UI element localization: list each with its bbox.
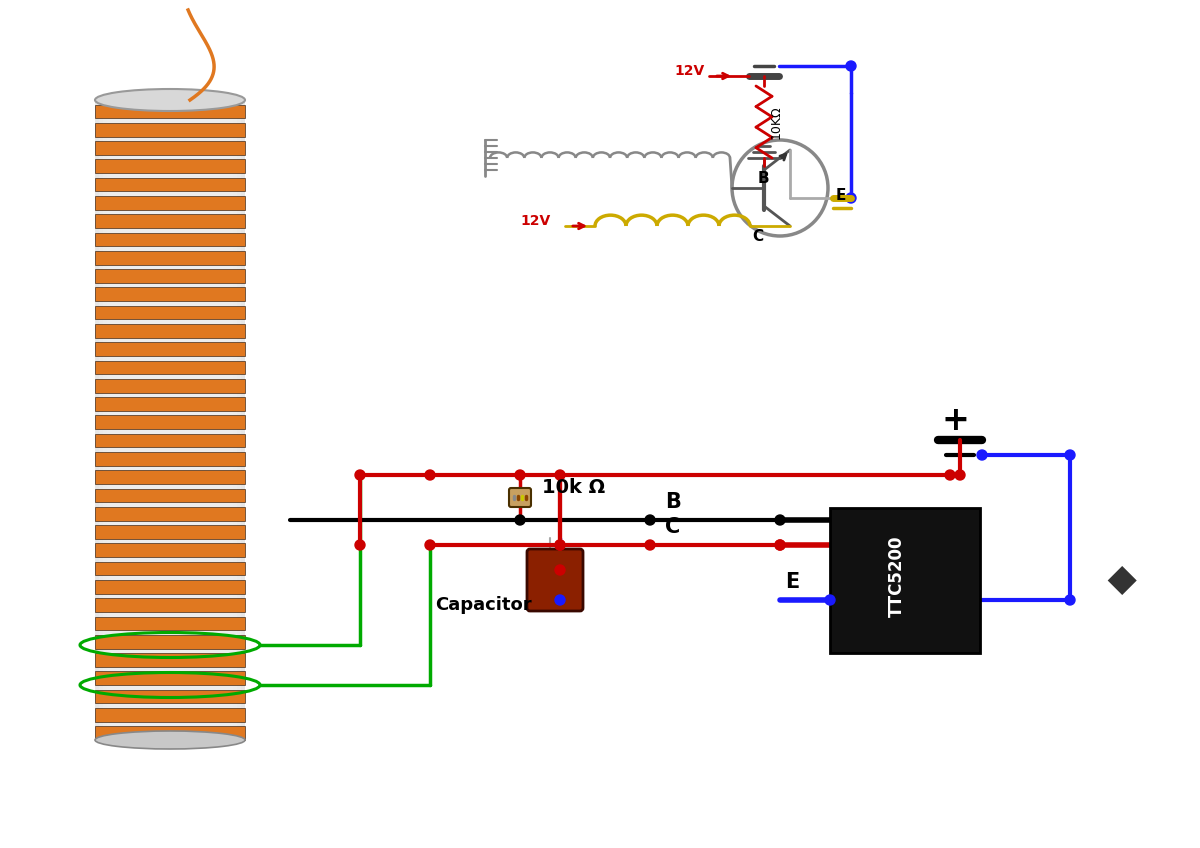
Circle shape <box>946 470 955 480</box>
Circle shape <box>846 193 856 203</box>
Text: E: E <box>836 188 846 203</box>
Bar <box>95 100 245 740</box>
Text: +: + <box>941 404 968 437</box>
Circle shape <box>955 470 965 480</box>
Bar <box>95 507 245 521</box>
Circle shape <box>826 595 835 605</box>
Text: B: B <box>758 171 769 186</box>
Bar <box>95 561 245 576</box>
Bar <box>95 726 245 740</box>
Text: TTC5200: TTC5200 <box>888 536 906 617</box>
Circle shape <box>515 470 526 480</box>
Bar <box>95 104 245 118</box>
Circle shape <box>554 470 565 480</box>
Bar <box>95 635 245 649</box>
Circle shape <box>846 61 856 71</box>
Text: 10k Ω: 10k Ω <box>542 478 605 497</box>
Circle shape <box>554 595 565 605</box>
Bar <box>95 689 245 704</box>
Circle shape <box>554 540 565 550</box>
Bar <box>103 100 238 740</box>
Bar <box>95 672 245 685</box>
Text: E: E <box>785 572 799 592</box>
Ellipse shape <box>95 731 245 749</box>
Bar <box>95 653 245 667</box>
Circle shape <box>515 515 526 525</box>
Bar <box>107 100 233 740</box>
Text: Capacitor: Capacitor <box>436 596 532 614</box>
Circle shape <box>1066 595 1075 605</box>
Bar <box>95 269 245 283</box>
FancyBboxPatch shape <box>509 488 530 507</box>
Bar <box>830 508 980 653</box>
Text: 12V: 12V <box>520 214 551 228</box>
Bar <box>95 232 245 246</box>
Bar <box>95 306 245 320</box>
Text: C: C <box>665 517 680 537</box>
Bar <box>95 123 245 137</box>
Bar <box>95 580 245 594</box>
Bar <box>95 100 245 740</box>
Text: 12V: 12V <box>674 64 704 78</box>
Circle shape <box>977 450 986 460</box>
Bar <box>112 100 229 740</box>
Bar <box>95 251 245 265</box>
Bar <box>95 287 245 301</box>
Bar <box>98 100 241 740</box>
Bar <box>95 599 245 612</box>
Bar <box>95 397 245 411</box>
Circle shape <box>425 540 436 550</box>
Text: 10KΩ: 10KΩ <box>769 105 782 139</box>
Circle shape <box>554 540 565 550</box>
Ellipse shape <box>95 89 245 111</box>
Bar <box>95 416 245 429</box>
Bar <box>95 141 245 155</box>
Bar <box>95 544 245 557</box>
Bar <box>95 471 245 484</box>
Bar <box>95 708 245 722</box>
Bar <box>95 379 245 393</box>
Bar <box>95 360 245 374</box>
Bar <box>95 488 245 502</box>
Bar <box>95 159 245 173</box>
Circle shape <box>775 515 785 525</box>
Bar <box>95 452 245 466</box>
Circle shape <box>646 540 655 550</box>
Circle shape <box>355 540 365 550</box>
Bar <box>95 178 245 192</box>
Circle shape <box>775 540 785 550</box>
FancyBboxPatch shape <box>527 549 583 611</box>
Bar <box>95 196 245 209</box>
Circle shape <box>355 470 365 480</box>
Circle shape <box>646 515 655 525</box>
Circle shape <box>775 540 785 550</box>
Bar <box>95 343 245 356</box>
Bar <box>95 616 245 630</box>
Text: B: B <box>665 492 680 512</box>
Bar <box>95 525 245 538</box>
Bar <box>95 215 245 228</box>
Text: C: C <box>752 229 763 244</box>
Bar <box>95 324 245 338</box>
Circle shape <box>1066 450 1075 460</box>
Bar <box>95 433 245 448</box>
Circle shape <box>425 470 436 480</box>
Circle shape <box>554 565 565 575</box>
